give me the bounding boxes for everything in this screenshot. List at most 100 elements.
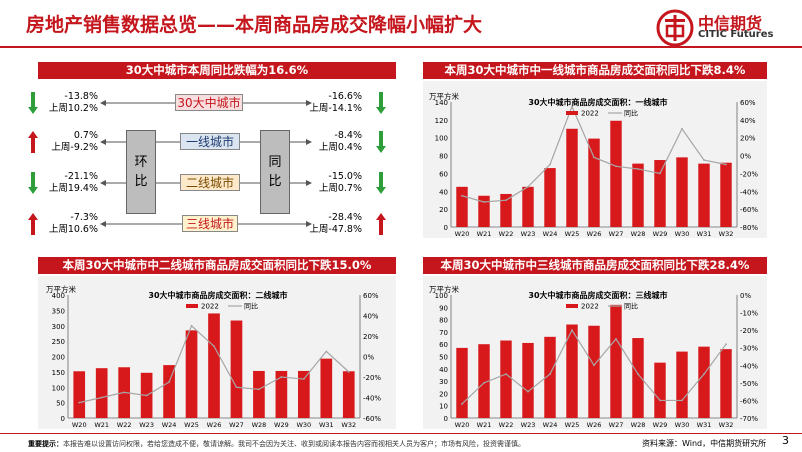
y-tick-label: 40	[439, 366, 448, 374]
y-tick-label: 0	[444, 224, 448, 232]
y-tick-label: 100	[435, 292, 448, 300]
y-tick-label: 70	[439, 329, 448, 337]
yoy-point	[100, 396, 103, 399]
x-tick-label: W25	[565, 421, 580, 429]
bar	[342, 371, 355, 418]
logo-english: CITIC Futures	[698, 29, 774, 40]
y-tick-label: 80	[439, 317, 448, 325]
x-tick-label: W20	[72, 421, 87, 429]
tier3-chart: 0 10 20 30 40 50 60 70 80 90 100 -70% -60% -50% -40% -3…	[429, 284, 758, 429]
bar	[522, 186, 534, 227]
x-tick-label: W25	[565, 230, 580, 238]
x-tick-label: W25	[184, 421, 199, 429]
bar	[478, 195, 490, 227]
yoy-point	[461, 194, 463, 197]
footer-rule	[0, 433, 802, 434]
x-tick-label: W32	[719, 421, 734, 429]
page-number: 3	[782, 434, 789, 447]
y-tick-label: 20	[439, 390, 448, 398]
huanbi-previous: 上周10.2%	[48, 103, 98, 114]
arrow-down-icon	[376, 92, 386, 114]
yoy-point	[145, 394, 148, 397]
yoy-point	[637, 168, 639, 170]
y2-tick-label: -40%	[740, 362, 758, 370]
tongbi-value: -15.0%	[328, 171, 362, 182]
citic-emblem-icon	[656, 9, 694, 47]
y-tick-label: 120	[435, 117, 448, 125]
bar	[654, 362, 666, 418]
yoy-point	[703, 159, 705, 161]
y2-tick-label: -30%	[740, 345, 758, 353]
bar	[588, 138, 600, 227]
bar	[73, 371, 86, 418]
bar	[208, 313, 220, 418]
x-tick-label: W29	[274, 421, 289, 429]
arrow-down-icon	[28, 172, 38, 194]
summary-banner: 30大中城市本周同比跌幅为16.6%	[38, 62, 396, 79]
chart-title: 30大中城市商品房成交面积：一线城市	[528, 97, 667, 107]
legend-line-label: 同比	[624, 302, 638, 311]
bar	[676, 157, 688, 227]
y-tick-label: 30	[439, 378, 448, 386]
bar	[632, 163, 644, 227]
y2-tick-label: -20%	[363, 374, 381, 382]
y-unit-label: 万平方米	[429, 91, 459, 101]
yoy-point	[461, 403, 463, 405]
category-box: 二线城市	[180, 174, 240, 191]
arrow-up-icon	[376, 213, 386, 235]
yoy-point	[483, 381, 485, 384]
bar	[275, 370, 288, 418]
chart-title: 30大中城市商品房成交面积：三线城市	[528, 290, 667, 300]
y2-tick-label: 20%	[363, 333, 379, 341]
y-tick-label: 0	[61, 415, 65, 423]
bar	[478, 344, 490, 418]
y2-tick-label: 20%	[740, 135, 756, 143]
tongbi-value: -8.4%	[334, 130, 362, 141]
yoy-point	[725, 343, 727, 346]
yoy-point	[235, 386, 238, 389]
x-tick-label: W30	[675, 230, 690, 238]
x-tick-label: W20	[455, 421, 470, 429]
legend-bar-swatch	[566, 111, 578, 115]
yoy-point	[703, 373, 705, 375]
x-tick-label: W31	[697, 230, 712, 238]
y2-tick-label: -70%	[740, 415, 758, 423]
y-tick-label: 40	[439, 188, 448, 196]
bar	[95, 368, 108, 418]
y-tick-label: 60	[439, 341, 448, 349]
x-tick-label: W28	[252, 421, 267, 429]
bar	[610, 120, 622, 227]
tier1-chart: 0 20 40 60 80 100 120 140 -80% -60% -40% -20% 0% 20% 4…	[429, 91, 758, 238]
x-tick-label: W24	[543, 421, 558, 429]
tier2-chart: 0 50 100 150 200 250 300 350 400 -60% -40% -20% 0% 20…	[46, 284, 381, 429]
y2-tick-label: -60%	[740, 397, 758, 405]
yoy-point	[123, 391, 126, 394]
yoy-point	[505, 199, 507, 202]
legend-bar-label: 2022	[581, 303, 599, 311]
x-tick-label: W29	[653, 421, 668, 429]
yoy-point	[681, 399, 683, 402]
logo-name: 中信期货	[698, 14, 763, 33]
yoy-point	[527, 390, 529, 393]
huanbi-value: -21.1%	[64, 171, 98, 182]
tongbi-value: -28.4%	[328, 212, 362, 223]
yoy-point	[168, 381, 170, 384]
legend-bar-swatch	[566, 304, 578, 308]
arrow-down-icon	[376, 131, 386, 153]
x-tick-label: W28	[631, 230, 646, 238]
huanbi-previous: 上周10.6%	[48, 224, 98, 235]
tier3-chart-banner: 本周30大中城市中三线城市商品房成交面积同比下跌28.4%	[423, 257, 767, 274]
y-tick-label: 20	[439, 206, 448, 214]
tongbi-previous: 上周-47.8%	[309, 224, 362, 235]
yoy-point	[213, 345, 215, 348]
bar	[698, 163, 710, 227]
arrow-down-icon	[28, 92, 38, 114]
y2-tick-label: -40%	[740, 188, 758, 196]
yoy-point	[593, 156, 595, 159]
y-tick-label: 150	[52, 369, 65, 377]
header-rule	[0, 46, 802, 48]
x-tick-label: W20	[455, 230, 470, 238]
yoy-point	[615, 165, 617, 168]
x-tick-label: W31	[319, 421, 334, 429]
bar	[298, 370, 310, 418]
